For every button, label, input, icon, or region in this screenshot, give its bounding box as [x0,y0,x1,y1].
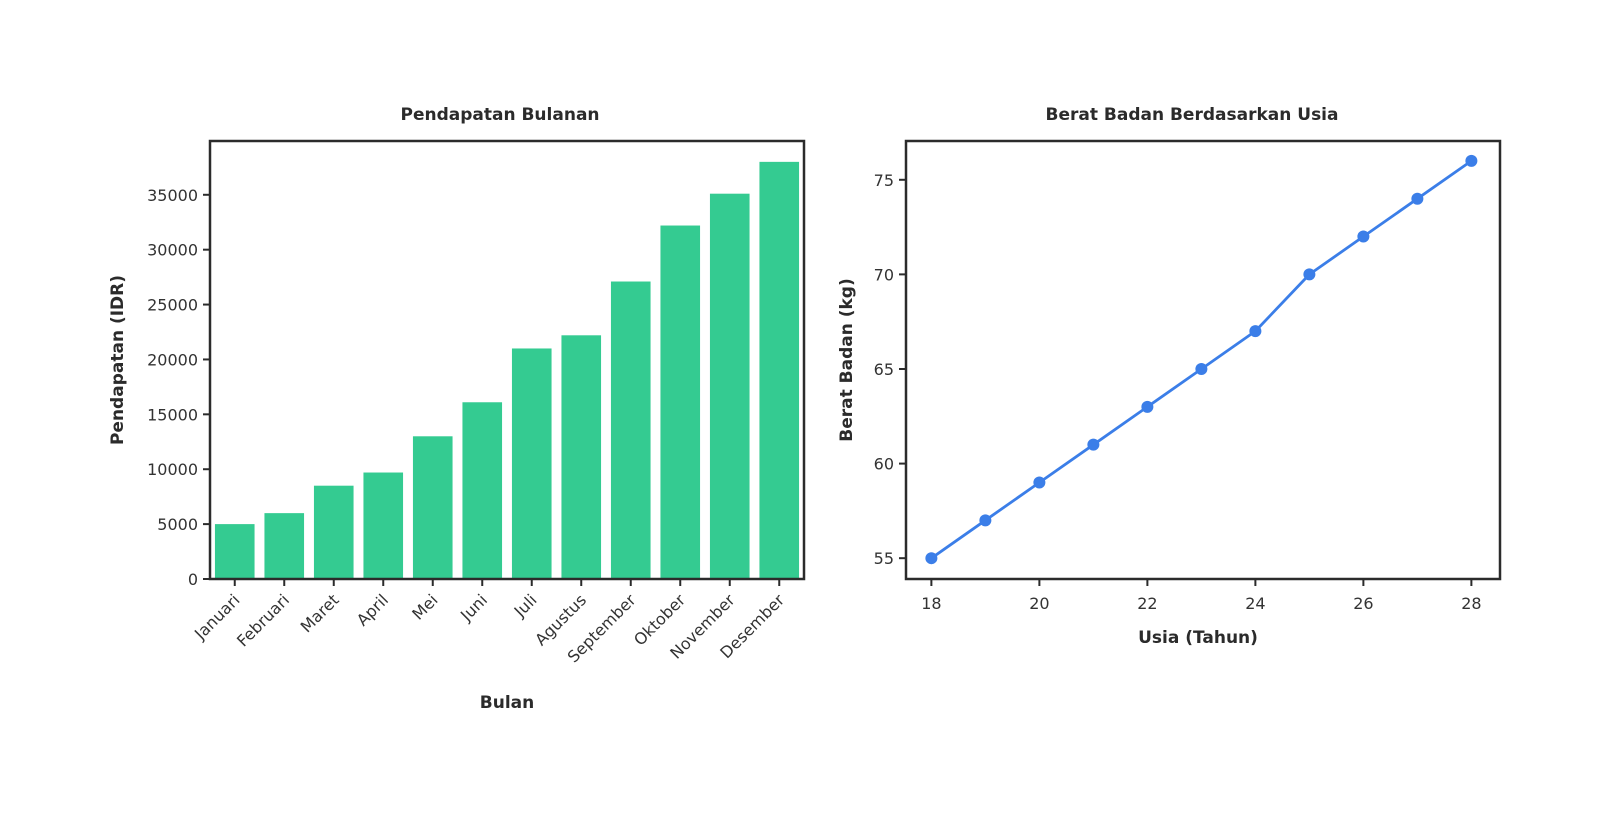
bar-x-tick-label: Februari [233,590,293,650]
bar-juni [462,402,503,579]
line-x-tick-label: 26 [1353,594,1373,613]
bar-mei [412,436,453,579]
bar-agustus [561,335,602,579]
line-x-tick-label: 20 [1029,594,1049,613]
line-y-tick-label: 75 [874,171,894,190]
bar-y-tick-label: 35000 [147,186,198,205]
bar-x-tick-label: Juli [510,590,541,621]
bar-x-tick-label: Maret [297,590,343,636]
line-point [925,552,938,565]
bar-y-tick-label: 15000 [147,405,198,424]
line-y-tick-label: 70 [874,265,894,284]
line-chart: Berat Badan Berdasarkan Usia 18 20 22 24 26 2… [837,105,1502,648]
line-x-tick-label: 18 [921,594,941,613]
line-series [930,159,1473,560]
bar-september [610,281,651,579]
line-y-tick-label: 65 [874,360,894,379]
bar-y-tick-label: 5000 [157,515,198,534]
line-plot-frame [904,139,1502,581]
bar-februari [264,513,305,579]
bar-y-tick-label: 0 [188,570,198,589]
line-point [1033,476,1046,489]
line-plot-area [925,154,1478,565]
line-y-tick-label: 55 [874,549,894,568]
line-point [1087,438,1100,451]
line-point [1249,325,1262,338]
bar-y-tick-label: 20000 [147,350,198,369]
bar-januari [214,524,255,579]
line-point [1195,362,1208,375]
bar-desember [759,161,800,579]
line-y-axis: 55 60 65 70 75 [874,171,906,568]
bar-november [709,193,750,580]
bar-y-tick-label: 30000 [147,241,198,260]
line-point [1357,230,1370,243]
line-point [1411,192,1424,205]
bar-x-tick-label: Juni [456,590,491,625]
line-chart-title: Berat Badan Berdasarkan Usia [1046,105,1339,125]
bar-juli [511,348,552,579]
bar-chart-title: Pendapatan Bulanan [400,105,599,125]
bar-y-axis-label: Pendapatan (IDR) [108,275,128,445]
bar-x-tick-label: April [353,590,392,629]
bar-y-tick-label: 10000 [147,460,198,479]
bar-y-axis: 0 5000 10000 15000 20000 25000 30000 35000 [147,186,210,589]
line-x-axis-label: Usia (Tahun) [1138,628,1258,648]
bar-y-tick-label: 25000 [147,296,198,315]
line-x-tick-label: 22 [1137,594,1157,613]
line-point [1141,400,1154,413]
bar-plot-area [214,161,800,580]
bar-maret [313,485,354,579]
bar-april [363,472,404,579]
line-x-tick-label: 24 [1245,594,1265,613]
bar-x-axis-label: Bulan [480,693,534,713]
line-x-axis: 18 20 22 24 26 28 [921,579,1482,613]
line-x-tick-label: 28 [1461,594,1481,613]
line-y-tick-label: 60 [874,455,894,474]
line-point [979,514,992,527]
line-point [1465,154,1478,167]
bar-x-tick-label: Mei [408,590,441,623]
line-point [1303,268,1316,281]
bar-oktober [660,225,701,580]
line-y-axis-label: Berat Badan (kg) [837,278,857,442]
